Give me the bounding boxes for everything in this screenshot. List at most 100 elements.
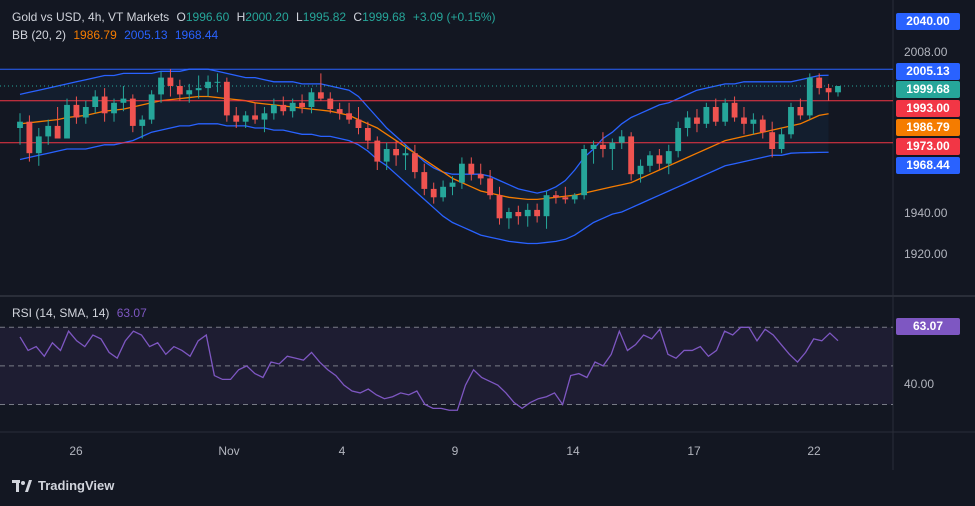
candle-body — [534, 209, 541, 217]
time-axis-tick: 26 — [69, 444, 83, 458]
bb-basis-value: 1986.79 — [73, 28, 117, 42]
bb-lower-badge: 1968.44 — [896, 157, 960, 174]
ohlc-open-label: O — [176, 10, 186, 24]
candle-body — [148, 94, 155, 120]
candle-body — [317, 92, 324, 99]
price-axis-tick: 1920.00 — [904, 247, 948, 261]
candle-body — [712, 107, 719, 122]
bb-upper-badge: 2005.13 — [896, 63, 960, 80]
candle-body — [35, 136, 42, 154]
candle-body — [440, 186, 447, 198]
candle-body — [129, 98, 136, 126]
bb-upper-value: 2005.13 — [124, 28, 168, 42]
candle-body — [176, 86, 183, 95]
candle-body — [562, 197, 569, 200]
candle-body — [101, 96, 108, 114]
bb-indicator-label[interactable]: BB (20, 2) — [12, 28, 67, 42]
candle-body — [741, 117, 747, 124]
candle-body — [261, 113, 268, 120]
candle-body — [26, 121, 33, 154]
candle-body — [618, 136, 625, 143]
candle-body — [778, 134, 785, 149]
candle-body — [759, 119, 766, 133]
candle-body — [581, 149, 588, 196]
candle-body — [628, 136, 635, 175]
candle-body — [393, 149, 400, 156]
candle-body — [195, 88, 202, 91]
candle-body — [186, 90, 193, 95]
candle-body — [806, 77, 813, 116]
candle-body — [364, 128, 371, 141]
support-level-badge: 1973.00 — [896, 138, 960, 155]
candle-body — [158, 77, 164, 95]
candle-body — [835, 86, 841, 93]
candle-body — [496, 195, 503, 219]
tradingview-logo[interactable]: TradingView — [12, 478, 114, 493]
candle-body — [54, 125, 61, 139]
candle-body — [703, 107, 710, 124]
price-axis-tick: 2008.00 — [904, 45, 948, 59]
candle-body — [430, 188, 437, 198]
brand-name: TradingView — [38, 478, 115, 493]
rsi-value: 63.07 — [116, 306, 147, 320]
bb-basis-line — [19, 95, 829, 201]
candle-body — [355, 119, 362, 128]
candle-body — [600, 144, 606, 149]
candle-body — [299, 102, 305, 107]
rsi-indicator-label[interactable]: RSI (14, SMA, 14) — [12, 306, 110, 320]
time-axis-tick: 14 — [566, 444, 580, 458]
tradingview-logo-icon — [12, 479, 32, 492]
candle-body — [750, 119, 757, 124]
candle-body — [647, 155, 653, 166]
candle-body — [205, 81, 211, 89]
candle-body — [797, 107, 804, 116]
symbol-title[interactable]: Gold vs USD, 4h, VT Markets — [12, 10, 170, 24]
bb-basis-badge: 1986.79 — [896, 119, 960, 136]
ohlc-high-label: H — [236, 10, 246, 24]
ohlc-close-label: C — [353, 10, 363, 24]
candle-body — [694, 117, 700, 124]
rsi-line — [19, 326, 839, 411]
candle-body — [111, 102, 117, 114]
candle-body — [458, 163, 465, 183]
candle-body — [214, 81, 221, 83]
candle-body — [816, 77, 823, 89]
price-badge-top: 2040.00 — [896, 13, 960, 30]
candle-body — [167, 77, 174, 86]
ohlc-low-label: L — [296, 10, 303, 24]
candle-body — [308, 92, 315, 107]
bb-legend: BB (20, 2) 1986.79 2005.13 1968.44 — [12, 28, 222, 42]
candle-body — [383, 149, 390, 162]
candle-body — [421, 172, 428, 189]
candle-body — [252, 115, 258, 120]
candle-body — [45, 125, 52, 137]
rsi-value-badge: 63.07 — [896, 318, 960, 335]
bb-lower-value: 1968.44 — [174, 28, 219, 42]
rsi-legend: RSI (14, SMA, 14) 63.07 — [12, 306, 151, 320]
candle-body — [609, 142, 616, 149]
candle-body — [374, 140, 381, 162]
ohlc-low-value: 1995.82 — [302, 10, 347, 24]
candle-body — [637, 165, 644, 175]
candle-body — [73, 104, 80, 118]
candle-body — [515, 212, 522, 217]
candle-body — [64, 104, 70, 139]
candle-body — [722, 102, 729, 122]
candle-body — [468, 163, 475, 175]
candle-body — [487, 178, 494, 196]
candle-body — [336, 109, 343, 114]
candle-body — [223, 81, 230, 116]
price-axis-tick: 1940.00 — [904, 206, 948, 220]
candle-body — [506, 212, 512, 219]
time-axis-tick: Nov — [218, 444, 240, 458]
candle-body — [17, 121, 23, 128]
candle-body — [665, 151, 672, 164]
candle-body — [731, 102, 738, 118]
candle-body — [92, 96, 99, 107]
candle-body — [289, 102, 296, 112]
bb-upper-line — [19, 68, 829, 194]
time-axis-tick: 17 — [687, 444, 701, 458]
candle-body — [825, 88, 832, 93]
